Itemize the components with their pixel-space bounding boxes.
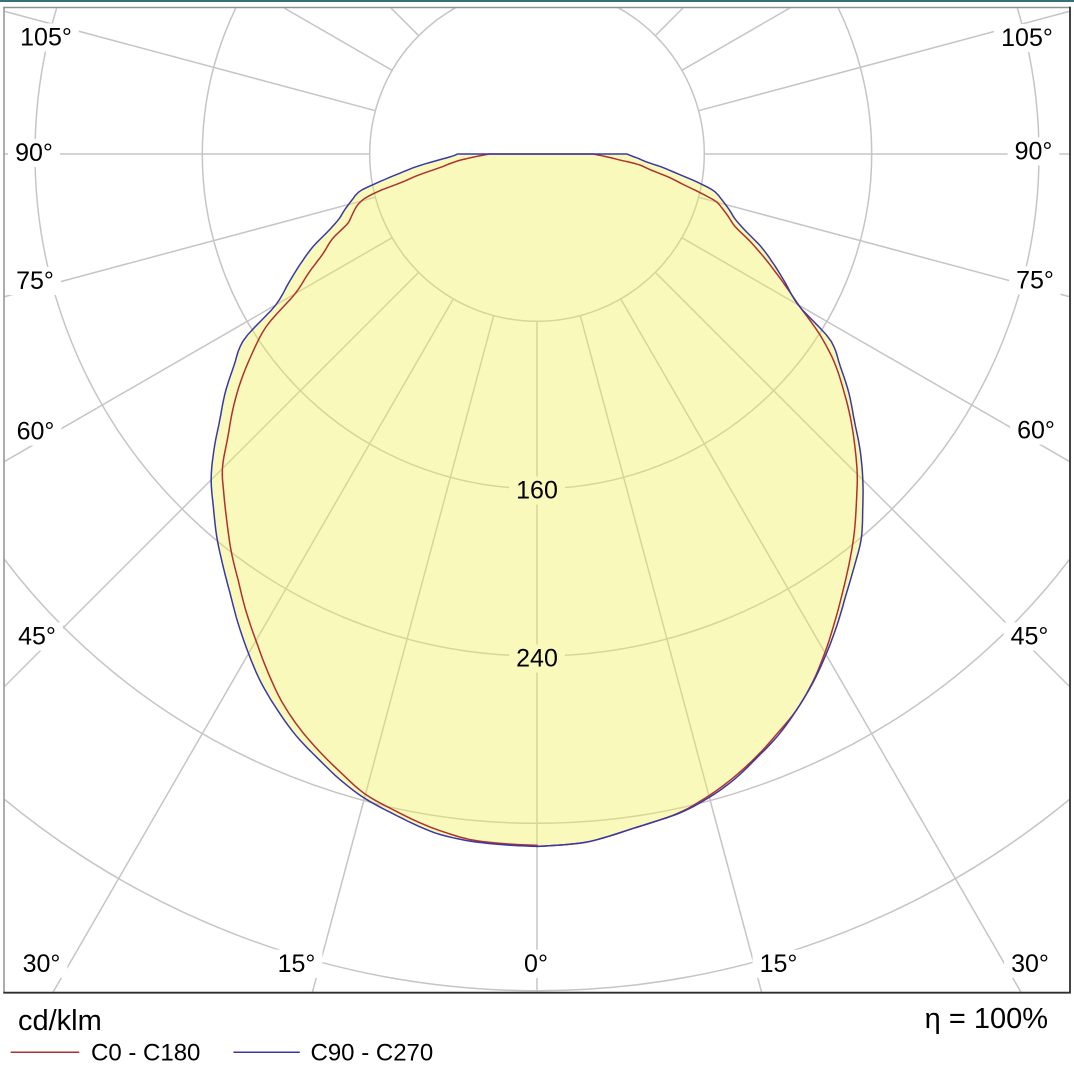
svg-text:160: 160 [516,477,558,505]
svg-text:C0 - C180: C0 - C180 [91,1040,200,1067]
svg-text:105°: 105° [1001,24,1053,52]
svg-text:75°: 75° [1016,267,1054,295]
svg-text:15°: 15° [278,950,316,978]
svg-text:60°: 60° [1017,417,1055,445]
svg-text:240: 240 [516,645,558,673]
svg-text:90°: 90° [15,139,53,167]
svg-text:90°: 90° [1015,138,1053,166]
svg-text:45°: 45° [1011,623,1049,651]
svg-text:105°: 105° [20,24,72,52]
svg-text:0°: 0° [524,950,548,978]
svg-text:30°: 30° [1011,950,1049,978]
svg-text:cd/klm: cd/klm [18,1005,102,1037]
svg-text:15°: 15° [760,950,798,978]
svg-text:60°: 60° [17,418,55,446]
svg-text:45°: 45° [18,623,56,651]
svg-text:75°: 75° [16,267,54,295]
svg-text:C90 - C270: C90 - C270 [311,1040,434,1067]
svg-text:η = 100%: η = 100% [925,1003,1048,1035]
svg-text:30°: 30° [23,950,61,978]
